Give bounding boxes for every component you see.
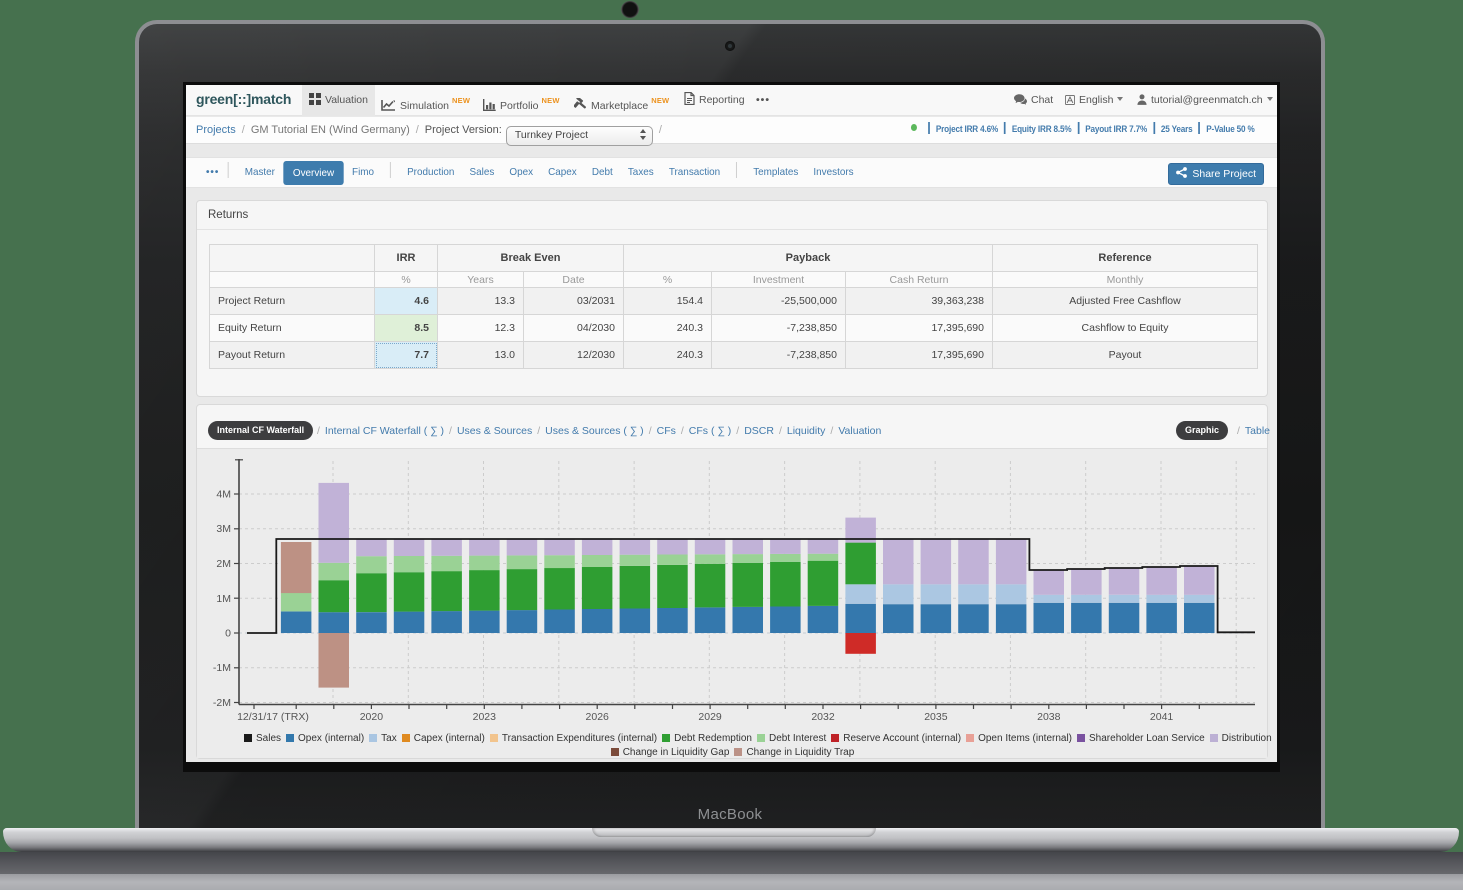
svg-text:2026: 2026: [586, 711, 610, 723]
svg-text:2023: 2023: [473, 711, 497, 723]
svg-text:2029: 2029: [698, 711, 722, 723]
svg-text:1M: 1M: [216, 593, 231, 605]
svg-text:4M: 4M: [216, 489, 231, 501]
svg-text:3M: 3M: [216, 523, 231, 535]
svg-text:-1M: -1M: [213, 662, 231, 674]
svg-text:2032: 2032: [811, 711, 835, 723]
svg-text:0: 0: [225, 628, 231, 640]
svg-text:-2M: -2M: [213, 697, 231, 709]
svg-text:2020: 2020: [360, 711, 384, 723]
svg-text:2041: 2041: [1150, 711, 1174, 723]
svg-text:12/31/17 (TRX): 12/31/17 (TRX): [237, 711, 309, 723]
svg-text:2M: 2M: [216, 558, 231, 570]
svg-text:2035: 2035: [924, 711, 948, 723]
svg-text:2038: 2038: [1037, 711, 1061, 723]
